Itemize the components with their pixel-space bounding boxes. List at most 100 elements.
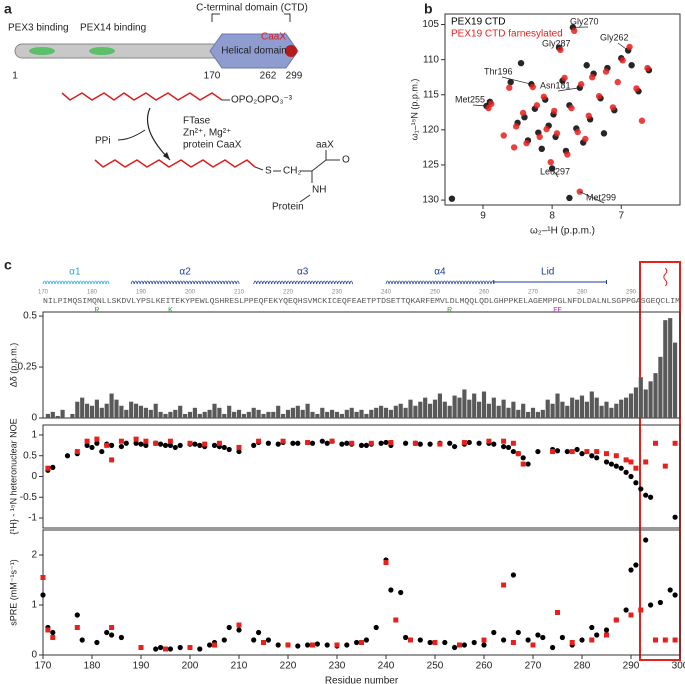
- x-tick-label: 210: [231, 661, 248, 672]
- point: [202, 441, 208, 447]
- plot-frame: [444, 13, 681, 206]
- bar: [530, 407, 536, 418]
- point: [672, 637, 678, 643]
- point: [600, 130, 608, 137]
- point: [329, 438, 335, 444]
- point: [584, 449, 590, 455]
- point: [261, 640, 266, 645]
- mutation: R: [447, 307, 452, 314]
- point: [359, 640, 364, 645]
- bar: [614, 403, 619, 418]
- atom: Protein: [272, 202, 304, 213]
- bar: [300, 409, 305, 418]
- point: [638, 117, 646, 124]
- x-tick-label: 170: [35, 661, 52, 672]
- point: [653, 637, 658, 643]
- x-tick-label: 220: [280, 661, 297, 672]
- point: [608, 461, 615, 467]
- point: [290, 440, 296, 446]
- bar: [388, 409, 393, 418]
- point: [633, 480, 639, 486]
- bar: [501, 399, 506, 418]
- point: [104, 442, 110, 448]
- x-tick-label: 290: [623, 661, 640, 672]
- x-tick-label: 260: [476, 661, 493, 672]
- bar: [256, 409, 261, 418]
- point: [557, 46, 564, 54]
- bar: [604, 401, 609, 418]
- point: [461, 642, 467, 648]
- annotation-line: [617, 42, 629, 51]
- point: [648, 602, 654, 608]
- point: [457, 642, 462, 648]
- bar: [173, 409, 178, 418]
- bar: [143, 407, 148, 418]
- annotation: Gly262: [600, 32, 629, 42]
- point: [118, 443, 124, 450]
- bar: [555, 393, 560, 418]
- bar: [663, 320, 668, 418]
- bar: [334, 411, 340, 418]
- farnesyl-icon: [663, 267, 668, 287]
- x-tick-label: 200: [182, 661, 199, 672]
- point: [427, 441, 433, 447]
- point: [94, 440, 100, 446]
- bar: [379, 405, 384, 418]
- point: [623, 457, 629, 463]
- position: 299: [286, 71, 303, 82]
- point: [543, 125, 550, 133]
- bar: [70, 413, 75, 418]
- sequence: NILPIMQSIMQNLLSKDVLYPSLKEITEKYPEWLQSHRES…: [43, 298, 680, 306]
- bar: [285, 409, 291, 418]
- label-bg: [220, 4, 284, 18]
- point: [133, 436, 139, 442]
- point: [412, 440, 418, 446]
- point: [568, 104, 575, 112]
- point: [265, 440, 271, 446]
- helix-label: α2: [179, 267, 191, 278]
- y-axis-label: {¹H} - ¹⁵N heteronuclear NOE: [8, 418, 18, 534]
- point: [373, 624, 379, 631]
- point: [609, 104, 617, 111]
- point: [540, 93, 548, 101]
- bar: [158, 411, 163, 418]
- helical-domain: [209, 33, 299, 69]
- point: [305, 439, 311, 445]
- point: [638, 607, 644, 613]
- y-tick-label: 0: [31, 413, 37, 424]
- bar: [99, 407, 104, 418]
- point: [109, 632, 115, 638]
- bar: [398, 403, 403, 418]
- point: [488, 100, 495, 108]
- point: [40, 575, 46, 580]
- point: [236, 627, 242, 633]
- bar: [658, 356, 663, 418]
- point: [226, 446, 232, 453]
- bar: [89, 405, 95, 418]
- point: [486, 438, 492, 444]
- point: [334, 642, 340, 648]
- point: [167, 646, 173, 652]
- lid-label: Lid: [541, 267, 554, 278]
- point: [339, 441, 345, 447]
- y-tick-label: 1: [31, 430, 37, 441]
- point: [579, 637, 585, 643]
- point: [561, 74, 568, 82]
- point: [461, 439, 467, 445]
- bar: [339, 413, 344, 418]
- bar: [295, 405, 300, 418]
- residue-number: 250: [430, 290, 441, 296]
- point: [349, 440, 355, 446]
- bar: [212, 403, 217, 418]
- point: [523, 140, 530, 147]
- bar: [330, 409, 335, 418]
- point: [236, 444, 242, 450]
- point: [354, 639, 360, 646]
- bar: [511, 401, 516, 418]
- panel-label: a: [4, 1, 12, 17]
- point: [324, 440, 330, 446]
- point: [378, 440, 384, 446]
- cofactors: Zn²⁺, Mg²⁺: [183, 128, 231, 139]
- point: [510, 440, 516, 446]
- helix: [253, 280, 354, 285]
